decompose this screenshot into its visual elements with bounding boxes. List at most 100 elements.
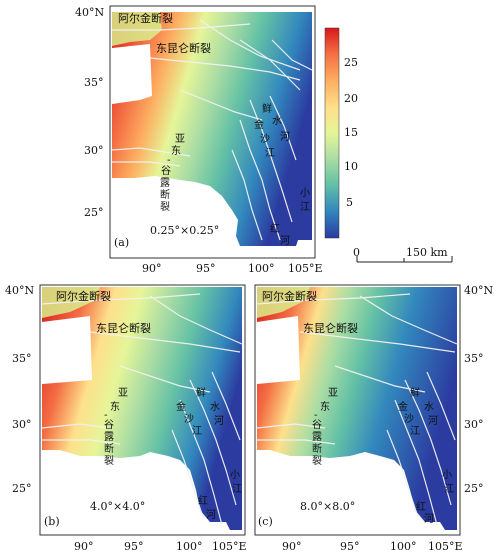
fault-label-altyn: 阿尔金断裂 [262, 289, 317, 303]
fault-label-kunlun: 东昆仑断裂 [156, 41, 211, 55]
fault-label-altyn: 阿尔金断裂 [118, 11, 173, 25]
svg-text:断: 断 [160, 188, 170, 201]
panel-c-lon-90: 90° [282, 540, 302, 553]
svg-text:金: 金 [254, 118, 264, 131]
svg-text:河: 河 [424, 513, 434, 525]
fault-label-jinsha: 金 沙 江 [254, 118, 275, 159]
svg-text:-: - [167, 155, 171, 166]
svg-text:河: 河 [280, 131, 290, 143]
svg-text:小: 小 [230, 469, 240, 481]
svg-text:谷: 谷 [312, 419, 322, 431]
colorbar-tick-20: 20 [344, 92, 358, 105]
panel-a-lon-95: 95° [196, 262, 216, 275]
panel-c-lon-95: 95° [340, 540, 360, 553]
panel-a-lon-105: 105°E [288, 262, 323, 275]
svg-text:东: 东 [171, 144, 181, 157]
svg-text:裂: 裂 [104, 454, 114, 467]
panel-b-label: (b) [44, 515, 60, 528]
svg-text:红: 红 [270, 222, 280, 235]
fault-label-xianshuihe: 鲜 水 河 [410, 386, 438, 427]
svg-text:沙: 沙 [184, 413, 194, 425]
svg-text:裂: 裂 [312, 454, 322, 467]
scalebar-label: 150 km [406, 246, 448, 259]
panel-a-lon-90: 90° [142, 262, 162, 275]
panel-b-resolution: 4.0°×4.0° [90, 500, 145, 513]
colorbar-tick-5: 5 [346, 196, 353, 209]
svg-text:江: 江 [300, 201, 310, 213]
scalebar-zero: 0 [353, 246, 360, 259]
svg-text:红: 红 [416, 500, 426, 513]
svg-text:鲜: 鲜 [410, 386, 420, 399]
panel-c-fault-lines [256, 293, 458, 526]
panel-a-label: (a) [114, 236, 129, 249]
svg-text:江: 江 [410, 425, 420, 437]
panel-b-lon-100: 100° [176, 540, 203, 553]
svg-text:断: 断 [312, 442, 322, 455]
panel-c-lat-25: 25° [464, 482, 484, 495]
svg-text:小: 小 [300, 187, 310, 199]
panel-a-lat-40: 40°N [75, 6, 104, 19]
svg-text:河: 河 [214, 415, 224, 427]
svg-text:-: - [314, 410, 318, 421]
panel-b: 阿尔金断裂 东昆仑断裂 亚 东 - 谷 露 断 裂 鲜 水 河 金 沙 江 小 … [5, 284, 247, 553]
panel-a-lon-100: 100° [248, 262, 275, 275]
panel-a-lat-35: 35° [84, 76, 104, 89]
svg-text:小: 小 [442, 469, 452, 481]
fault-label-jinsha: 金 沙 江 [176, 400, 202, 437]
fault-label-xiaojiang: 小 江 [442, 469, 454, 495]
colorbar-tick-10: 10 [344, 160, 358, 173]
svg-text:沙: 沙 [260, 133, 270, 145]
svg-text:鲜: 鲜 [196, 386, 206, 399]
svg-text:红: 红 [198, 494, 208, 507]
svg-text:水: 水 [210, 401, 220, 413]
panel-b-lat-25: 25° [12, 482, 32, 495]
svg-text:沙: 沙 [404, 413, 414, 425]
panel-c: 阿尔金断裂 东昆仑断裂 亚 东 - 谷 露 断 裂 鲜 水 河 金 沙 江 小 … [254, 284, 493, 553]
panel-b-lat-30: 30° [12, 418, 32, 431]
panel-c-label: (c) [258, 515, 273, 528]
fault-label-kunlun: 东昆仑断裂 [303, 321, 358, 335]
svg-text:谷: 谷 [161, 165, 171, 177]
svg-text:裂: 裂 [160, 200, 170, 213]
svg-text:金: 金 [398, 400, 408, 413]
fault-label-jinsha: 金 沙 江 [398, 400, 420, 437]
svg-text:水: 水 [424, 401, 434, 413]
panel-b-data-region [42, 287, 242, 530]
svg-text:露: 露 [312, 431, 322, 443]
fault-label-yadong: 亚 东 - 谷 露 断 裂 [104, 388, 128, 467]
panel-c-lon-100: 100° [390, 540, 417, 553]
panel-b-fault-lines [41, 293, 243, 526]
fault-label-yadong: 亚 东 - 谷 露 断 裂 [160, 134, 185, 213]
fault-label-yadong: 亚 东 - 谷 露 断 裂 [312, 388, 338, 467]
svg-text:亚: 亚 [175, 134, 185, 145]
svg-text:金: 金 [176, 400, 186, 413]
panel-c-lat-40: 40°N [464, 284, 493, 297]
svg-text:亚: 亚 [328, 388, 338, 399]
panel-c-lon-105: 105°E [428, 540, 463, 553]
svg-text:河: 河 [206, 509, 216, 521]
svg-text:断: 断 [104, 442, 114, 455]
svg-text:鲜: 鲜 [262, 102, 272, 115]
svg-text:露: 露 [104, 431, 114, 443]
svg-text:河: 河 [280, 235, 290, 247]
panel-c-lat-35: 35° [464, 352, 484, 365]
svg-text:江: 江 [444, 483, 454, 495]
panel-c-data-region [257, 287, 457, 530]
panel-a: 阿尔金断裂 东昆仑断裂 亚 东 - 谷 露 断 裂 鲜 水 河 金 沙 江 小 … [75, 5, 323, 275]
colorbar-tick-25: 25 [344, 56, 358, 69]
fault-label-honghe: 红 河 [198, 494, 216, 521]
panel-a-fault-lines [111, 19, 313, 241]
svg-text:江: 江 [265, 147, 275, 159]
fault-label-honghe: 红 河 [416, 500, 434, 525]
fault-label-kunlun: 东昆仑断裂 [96, 321, 151, 335]
svg-text:东: 东 [320, 400, 330, 413]
panel-a-lat-25: 25° [84, 206, 104, 219]
panel-a-lat-30: 30° [84, 144, 104, 157]
panel-b-lon-90: 90° [74, 540, 94, 553]
svg-text:河: 河 [428, 415, 438, 427]
panel-c-lat-30: 30° [464, 418, 484, 431]
fault-label-xiaojiang: 小 江 [300, 187, 310, 213]
panel-a-resolution: 0.25°×0.25° [150, 224, 219, 237]
svg-text:水: 水 [272, 115, 282, 127]
